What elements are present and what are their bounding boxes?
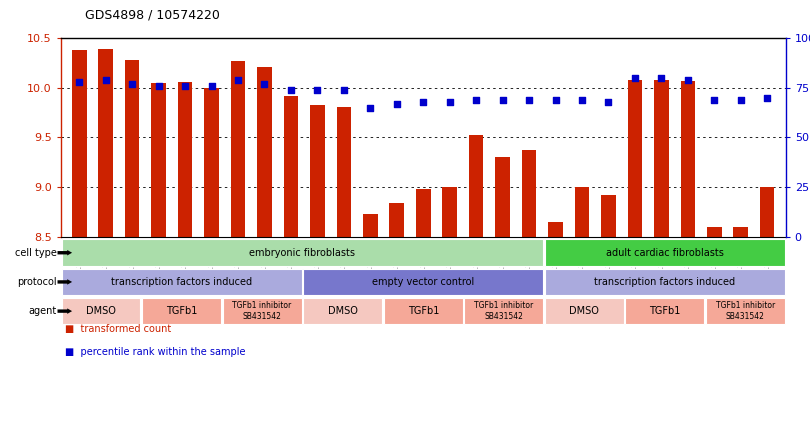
Bar [522,151,536,237]
Text: agent: agent [28,306,57,316]
Bar [707,227,722,237]
Bar [363,214,377,237]
Point [100,77,113,83]
Bar [72,50,87,237]
Bar [390,203,404,237]
Text: adult cardiac fibroblasts: adult cardiac fibroblasts [606,248,724,258]
Bar [284,96,298,237]
Bar [151,83,166,237]
Point [73,78,86,85]
Text: TGFb1: TGFb1 [649,306,680,316]
Bar [496,157,509,237]
Point [416,98,429,105]
Point [364,104,377,111]
Bar [442,187,457,237]
Point [311,86,324,93]
Bar [760,187,774,237]
Point [126,80,139,87]
Bar [733,227,748,237]
Bar [231,61,245,237]
Text: DMSO: DMSO [328,306,357,316]
Text: TGFb1: TGFb1 [166,306,198,316]
Point [549,96,562,103]
Point [629,74,642,81]
Point [205,82,218,89]
Point [232,77,245,83]
Bar [469,135,484,237]
Bar [258,67,271,237]
Bar [416,189,430,237]
Text: cell type: cell type [15,248,57,258]
Text: GDS4898 / 10574220: GDS4898 / 10574220 [85,8,220,21]
Text: TGFb1: TGFb1 [407,306,439,316]
Point [681,77,694,83]
Text: TGFb1 inhibitor
SB431542: TGFb1 inhibitor SB431542 [716,302,775,321]
Text: TGFb1 inhibitor
SB431542: TGFb1 inhibitor SB431542 [232,302,292,321]
Point [152,82,165,89]
Point [443,98,456,105]
Point [338,86,351,93]
Bar [601,195,616,237]
Bar [337,107,351,237]
Text: transcription factors induced: transcription factors induced [111,277,252,287]
Bar [204,88,219,237]
Bar [575,187,589,237]
Point [390,100,403,107]
Bar [125,60,139,237]
Point [708,96,721,103]
Bar [628,80,642,237]
Text: ■  transformed count: ■ transformed count [65,324,171,334]
Point [602,98,615,105]
Point [761,94,774,101]
Text: empty vector control: empty vector control [372,277,475,287]
Point [496,96,509,103]
Point [734,96,747,103]
Bar [178,82,193,237]
Point [654,74,667,81]
Point [470,96,483,103]
Bar [99,49,113,237]
Bar [680,81,695,237]
Text: ■  percentile rank within the sample: ■ percentile rank within the sample [65,347,245,357]
Point [284,86,297,93]
Bar [654,80,668,237]
Text: DMSO: DMSO [86,306,116,316]
Point [179,82,192,89]
Text: protocol: protocol [17,277,57,287]
Text: embryonic fibroblasts: embryonic fibroblasts [249,248,356,258]
Text: TGFb1 inhibitor
SB431542: TGFb1 inhibitor SB431542 [474,302,534,321]
Point [258,80,271,87]
Point [522,96,535,103]
Bar [548,222,563,237]
Text: transcription factors induced: transcription factors induced [595,277,735,287]
Text: DMSO: DMSO [569,306,599,316]
Point [575,96,588,103]
Bar [310,104,325,237]
